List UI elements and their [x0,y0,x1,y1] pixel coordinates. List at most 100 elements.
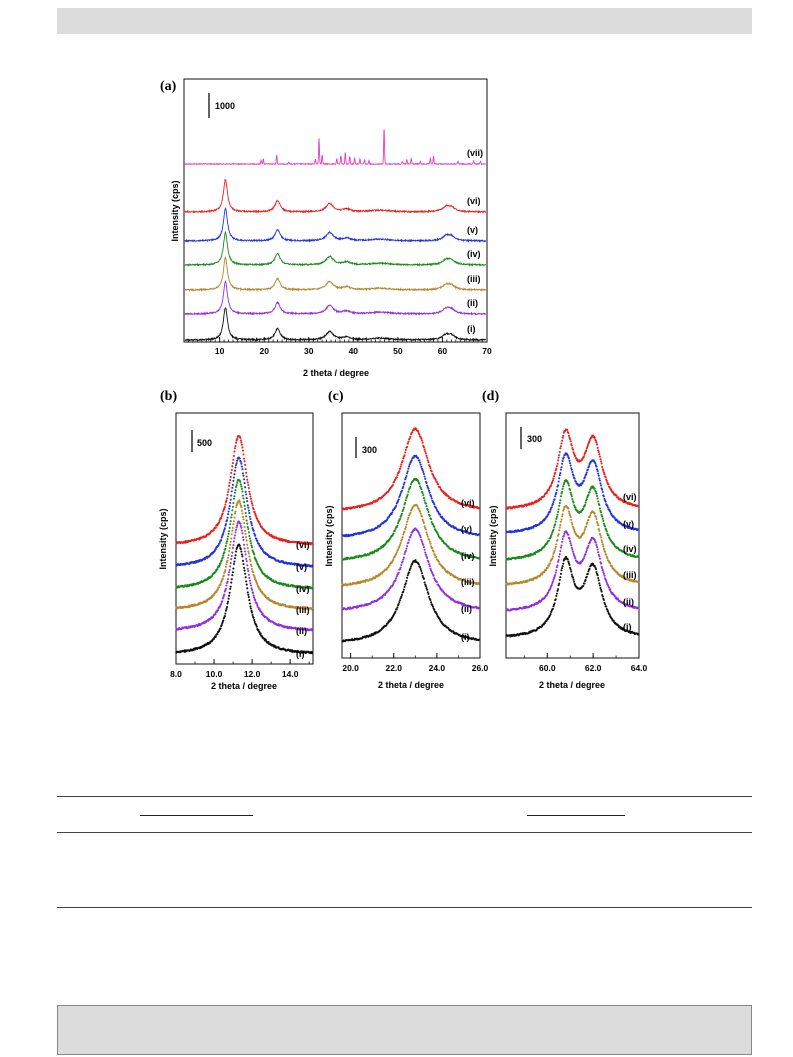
data-point [594,568,597,571]
data-point [535,628,538,631]
data-point [245,519,248,522]
data-point [402,457,405,460]
data-point [551,557,554,560]
data-point [399,492,402,495]
series-iv-points [184,230,487,268]
data-point [405,523,408,526]
data-point [560,569,563,572]
data-point [242,457,246,460]
panel-c-ticks: 20.0 22.0 24.0 26.0 [342,653,489,673]
data-point [228,481,231,484]
data-point [530,605,533,608]
data-point [557,584,560,587]
panel-d-frame [505,412,640,659]
data-point [213,550,216,553]
data-point [607,483,610,486]
data-point [240,509,243,512]
data-point [551,607,554,610]
data-point [570,570,573,573]
data-point [212,529,215,532]
data-point [605,581,608,584]
data-point [387,566,390,569]
data-point [601,541,604,544]
data-point [248,490,251,493]
panel-a-ylabel: Intensity (cps) [170,180,180,241]
series-i-points [175,543,314,655]
data-point [585,473,588,476]
data-point [225,499,228,502]
data-point [567,507,570,510]
data-point [228,591,231,594]
panel-b-tick-label: 8.0 [170,669,182,679]
data-point [586,572,589,575]
data-point [245,536,248,539]
data-point [249,518,252,521]
data-point [404,499,407,502]
data-point [417,507,420,510]
data-point [408,465,411,468]
panel-c-series-label: (iii) [461,577,475,587]
series-iii-points [184,256,487,293]
data-point [239,548,242,551]
data-point [563,481,566,484]
series-iv-points [505,479,640,561]
data-point [587,494,590,497]
data-point [224,612,227,615]
data-point [561,513,564,516]
data-point [241,515,245,518]
data-point [258,523,262,526]
data-point [406,545,409,548]
data-point [604,525,607,528]
data-point [211,574,214,577]
data-point [596,469,599,473]
panel-a-tick-label: 20 [259,346,269,356]
panel-b-tick-label: 12.0 [244,669,261,679]
data-point [560,466,563,469]
data-point [437,483,440,486]
data-point [230,471,233,475]
series-i-line [184,307,487,342]
data-point [425,555,428,558]
data-point [420,538,423,541]
data-point [246,481,249,484]
data-point [397,571,400,574]
data-point [559,445,562,448]
data-point [259,632,262,635]
data-point [428,565,431,568]
data-point [557,456,560,459]
data-point [234,445,237,448]
data-point [594,462,597,465]
data-point [311,586,314,589]
data-point [572,474,575,477]
data-point [477,557,480,560]
data-point [585,550,588,554]
data-point [606,556,609,560]
panel-a-curves [184,129,487,342]
data-point [584,501,587,504]
data-point [233,512,237,515]
data-point [600,562,603,565]
data-point [583,555,586,558]
data-point [557,484,560,487]
data-point [236,524,239,527]
data-point [227,573,230,576]
data-point [220,517,223,520]
panel-d-scale-label: 300 [527,434,542,444]
data-point [405,475,408,478]
data-point [428,465,431,468]
data-point [245,475,248,478]
data-point [396,473,399,477]
data-point [395,504,398,507]
data-point [232,479,235,482]
data-point [600,539,603,542]
data-point [570,468,573,471]
data-point [573,554,576,557]
data-point [547,591,550,594]
data-point [228,550,231,553]
data-point [561,515,564,518]
data-point [428,595,431,598]
data-point [229,523,232,526]
data-point [444,492,447,496]
data-point [593,487,596,490]
data-point [245,515,248,518]
